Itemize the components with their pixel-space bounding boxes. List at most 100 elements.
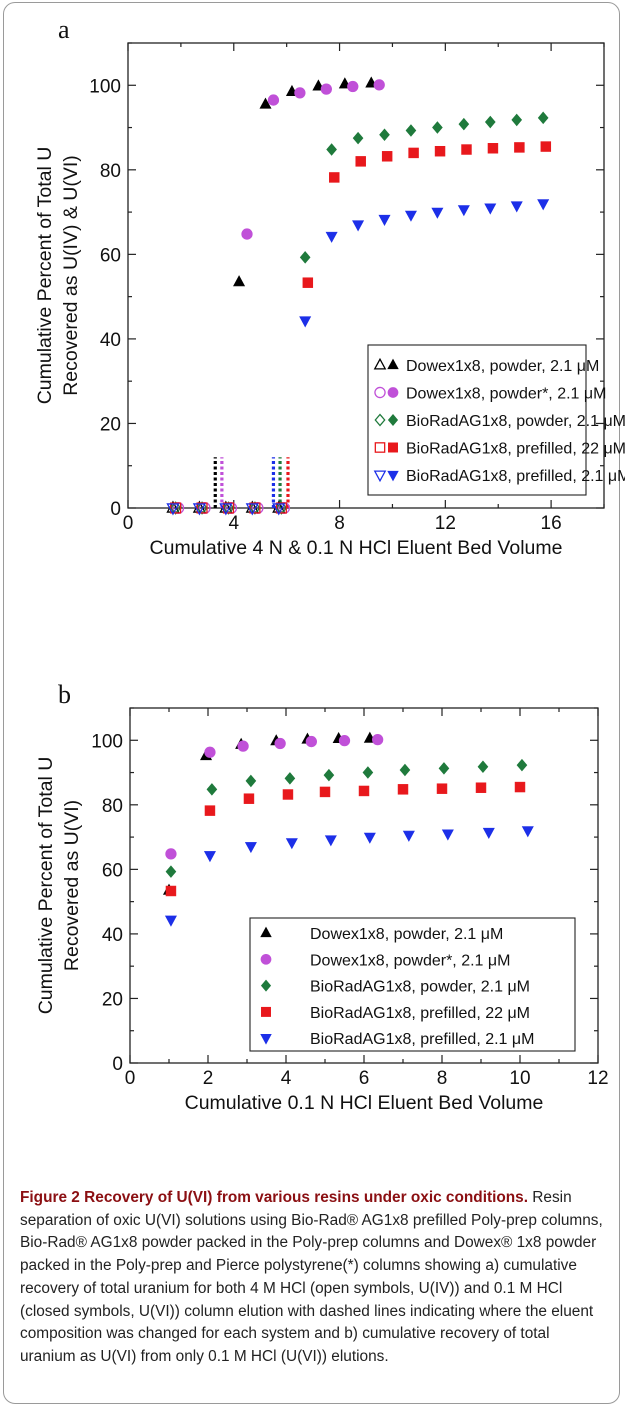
data-point — [363, 832, 376, 844]
y-axis-label-line2: Recovered as U(VI) — [61, 800, 83, 971]
data-point — [358, 785, 370, 797]
data-point — [431, 207, 444, 219]
data-point — [434, 145, 446, 157]
data-point — [355, 156, 366, 167]
data-point — [243, 793, 255, 804]
panel-label: a — [58, 15, 70, 44]
data-point — [233, 275, 246, 287]
data-point — [237, 740, 249, 752]
data-point — [329, 172, 340, 183]
data-point — [516, 758, 528, 772]
x-tick-label: 0 — [125, 1068, 136, 1089]
panel-label: b — [58, 680, 71, 709]
data-point — [482, 827, 495, 839]
legend-marker — [387, 387, 399, 398]
data-point — [484, 203, 497, 215]
x-tick-label: 8 — [334, 513, 345, 534]
chart-panel-a: a 0 4 8 12 16 0 20 40 60 80 100 Cumulative 4 N & 0.1… — [34, 15, 625, 559]
data-point — [441, 829, 454, 841]
data-point — [537, 199, 550, 211]
y-tick-label: 0 — [112, 1054, 123, 1075]
y-tick-label: 60 — [102, 860, 123, 881]
y-tick-label: 80 — [100, 161, 121, 182]
legend-label: BioRadAG1x8, powder, 2.1 μM — [310, 979, 530, 996]
data-point — [241, 228, 253, 240]
legend-label: Dowex1x8, powder*, 2.1 μM — [310, 952, 510, 969]
data-point — [514, 142, 525, 153]
data-point — [510, 201, 523, 213]
legend-marker — [260, 953, 272, 965]
data-point — [294, 87, 306, 99]
data-point-open — [219, 503, 233, 516]
data-point — [204, 805, 216, 816]
legend-label: Dowex1x8, powder, 2.1 μM — [406, 358, 599, 375]
legend-marker — [261, 1006, 271, 1017]
data-point — [402, 830, 415, 842]
legend-marker-open — [373, 357, 387, 370]
legend-marker — [260, 1034, 272, 1045]
y-tick-label: 20 — [102, 989, 123, 1010]
data-point — [244, 842, 257, 854]
data-point-open — [166, 503, 180, 516]
data-point — [164, 915, 177, 927]
data-point-open — [222, 502, 235, 514]
chart-panel-b: b 0 2 4 6 8 10 12 0 20 40 60 80 100 Cumulative 0.1 N H… — [35, 680, 609, 1114]
data-point — [203, 851, 216, 863]
data-point-open — [249, 501, 261, 515]
y-tick-label: 0 — [110, 499, 121, 520]
data-point-open — [249, 502, 261, 514]
data-point-open — [170, 502, 182, 514]
plot-area — [127, 42, 605, 509]
data-point — [245, 774, 257, 788]
data-point — [521, 826, 534, 838]
data-point — [204, 746, 216, 758]
data-point — [319, 786, 331, 798]
data-point — [397, 784, 409, 795]
data-point — [511, 113, 523, 127]
data-point — [537, 111, 549, 125]
data-point — [347, 80, 359, 93]
data-point — [408, 147, 419, 159]
data-point-open — [275, 501, 288, 515]
data-point — [324, 835, 337, 847]
data-point — [432, 121, 443, 134]
x-tick-label: 16 — [541, 513, 562, 534]
legend-label: Dowex1x8, powder, 2.1 μM — [310, 926, 503, 943]
data-point — [285, 838, 298, 850]
data-point — [475, 782, 487, 793]
data-point — [477, 760, 489, 773]
data-point — [405, 124, 417, 137]
x-axis-label: Cumulative 0.1 N HCl Eluent Bed Volume — [185, 1092, 544, 1114]
legend-marker — [260, 979, 272, 992]
data-point — [320, 83, 332, 95]
data-point — [373, 79, 385, 91]
data-point — [352, 131, 364, 145]
data-point — [457, 205, 470, 217]
legend-marker — [387, 470, 399, 482]
data-point — [378, 214, 391, 226]
data-point — [484, 115, 496, 129]
data-point-open — [196, 501, 208, 515]
y-tick-label: 100 — [89, 76, 121, 97]
legend-marker-open — [374, 386, 386, 399]
y-tick-label: 60 — [100, 245, 121, 266]
legend-label: Dowex1x8, powder*, 2.1 μM — [406, 386, 606, 403]
x-tick-label: 4 — [281, 1068, 292, 1089]
x-tick-label: 0 — [123, 513, 134, 534]
data-point — [165, 885, 177, 897]
figure-caption: Figure 2 Recovery of U(VI) from various … — [20, 1187, 605, 1369]
legend-label: BioRadAG1x8, prefilled, 22 μM — [406, 441, 625, 458]
y-axis-label-line1: Cumulative Percent of Total U — [35, 757, 57, 1015]
data-point — [379, 128, 390, 141]
data-point — [206, 783, 218, 796]
legend-box — [249, 917, 576, 1052]
legend-box — [367, 344, 587, 496]
data-point — [487, 143, 499, 154]
y-axis-label-line1: Cumulative Percent of Total U — [34, 147, 56, 405]
data-point — [259, 97, 272, 109]
data-point-open — [169, 501, 182, 515]
data-point — [274, 737, 286, 750]
data-point-open — [275, 502, 287, 514]
legend-marker — [387, 414, 399, 426]
data-point — [404, 210, 417, 222]
